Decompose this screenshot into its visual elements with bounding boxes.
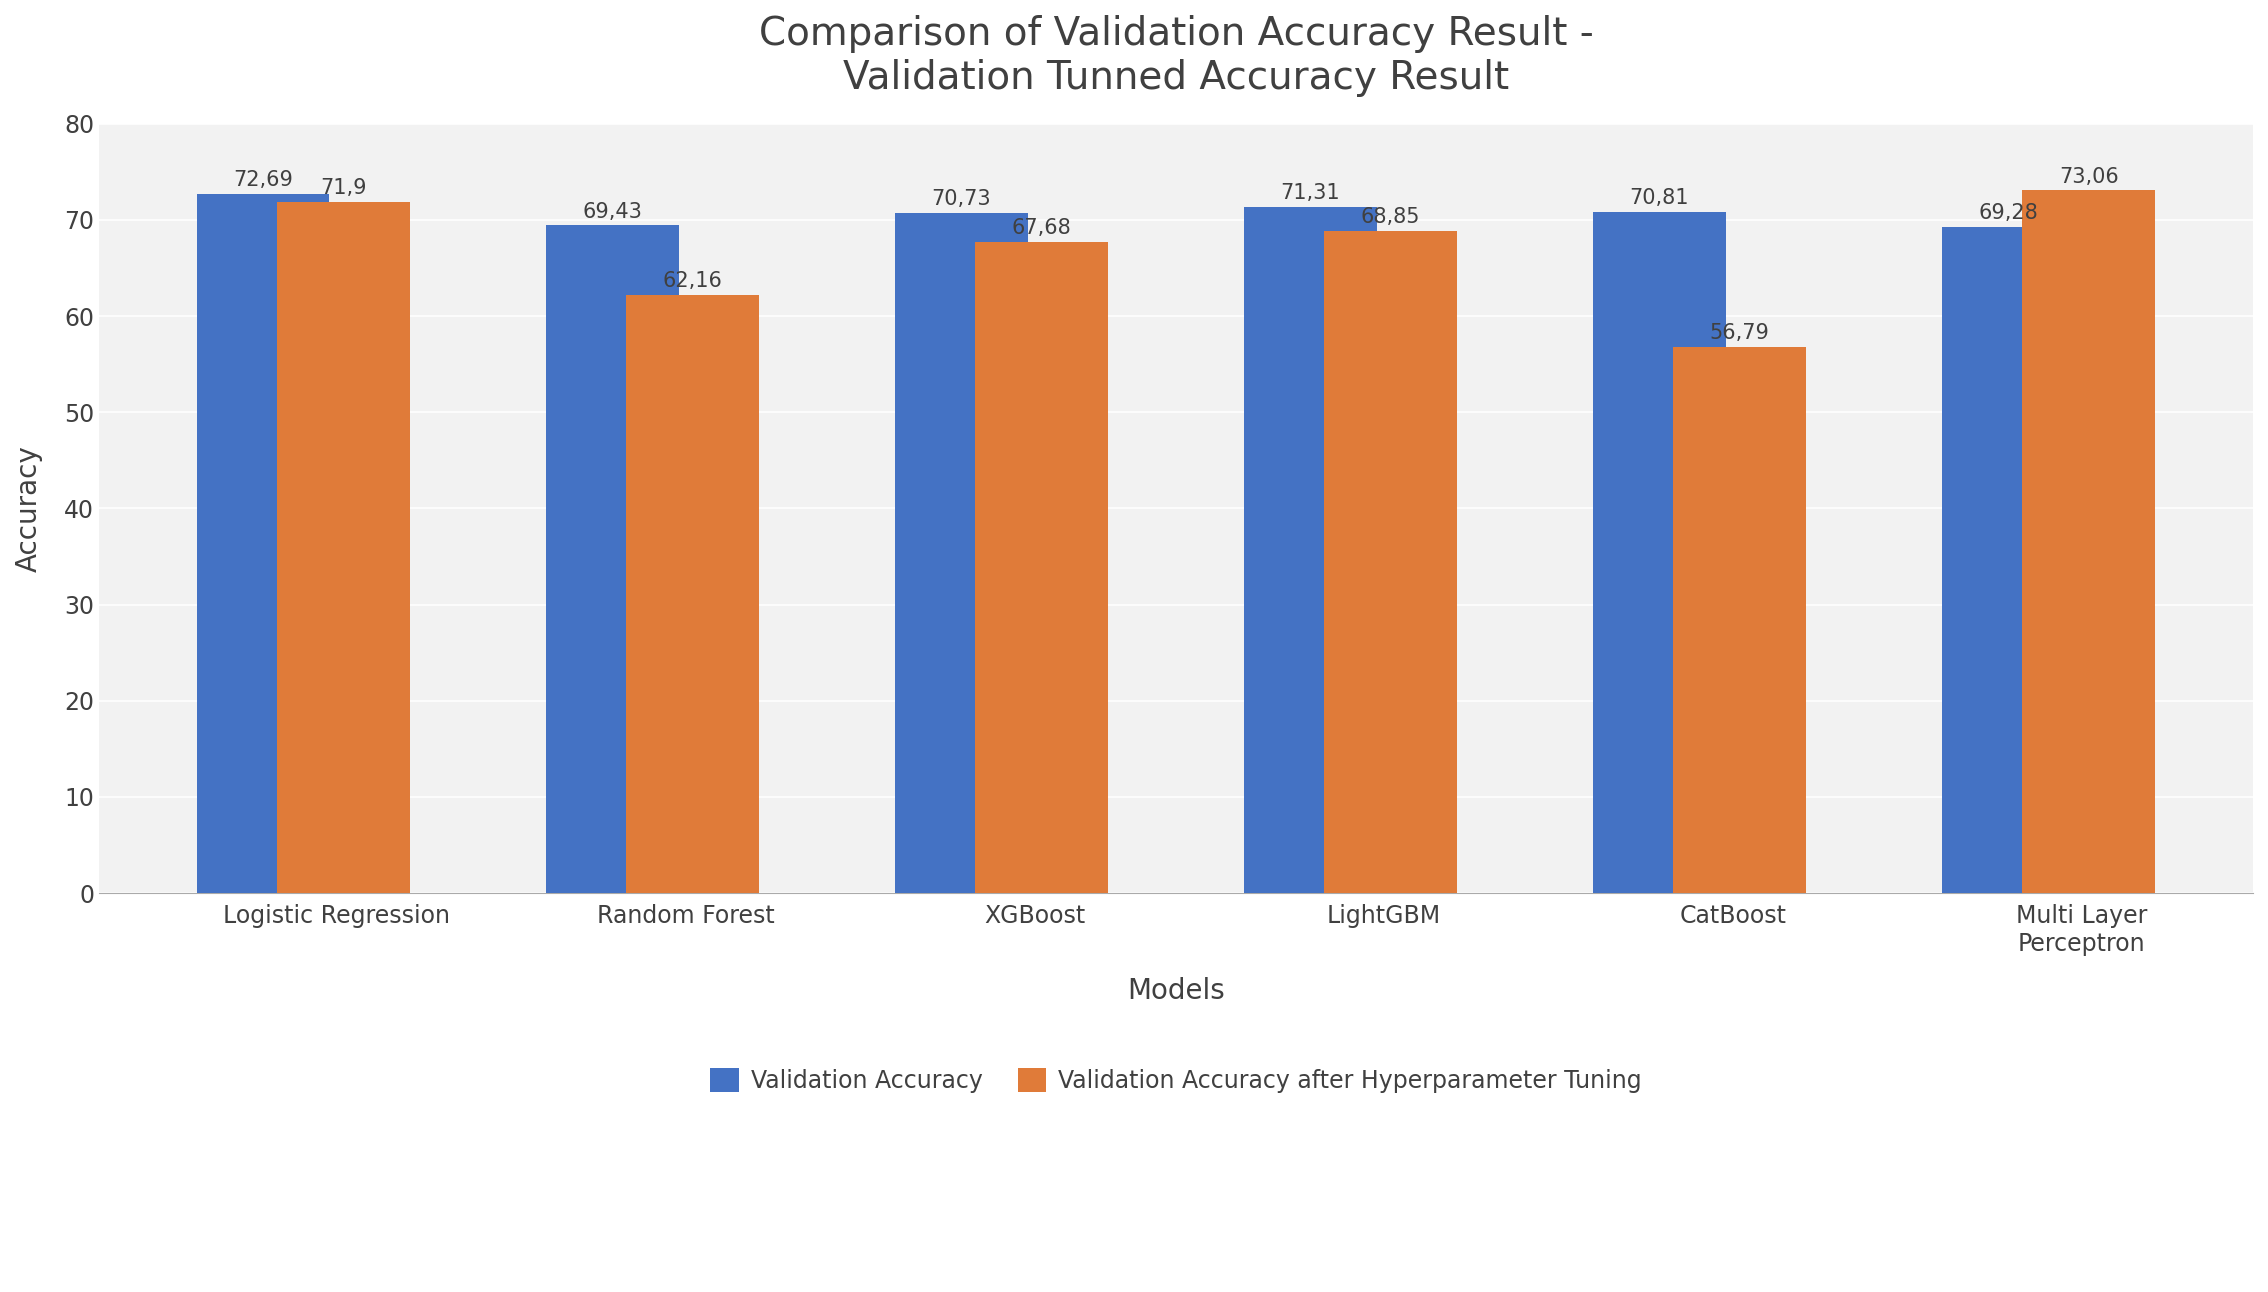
Legend: Validation Accuracy, Validation Accuracy after Hyperparameter Tuning: Validation Accuracy, Validation Accuracy… — [701, 1058, 1651, 1102]
Bar — [1245, 207, 1377, 893]
Bar — [626, 296, 760, 893]
Bar — [1941, 227, 2075, 893]
Bar — [896, 213, 1027, 893]
Text: 73,06: 73,06 — [2059, 167, 2118, 186]
Text: 68,85: 68,85 — [1361, 207, 1420, 227]
Bar — [547, 225, 678, 893]
X-axis label: Models: Models — [1127, 977, 1225, 1005]
Text: 70,81: 70,81 — [1631, 189, 1690, 208]
Bar — [2023, 190, 2155, 893]
Text: 69,28: 69,28 — [1978, 203, 2039, 224]
Y-axis label: Accuracy: Accuracy — [16, 444, 43, 572]
Text: 62,16: 62,16 — [662, 271, 723, 292]
Text: 56,79: 56,79 — [1710, 323, 1769, 344]
Text: 70,73: 70,73 — [932, 189, 991, 209]
Bar — [975, 242, 1107, 893]
Bar — [1592, 212, 1726, 893]
Title: Comparison of Validation Accuracy Result -
Validation Tunned Accuracy Result: Comparison of Validation Accuracy Result… — [758, 16, 1594, 97]
Text: 69,43: 69,43 — [583, 202, 642, 221]
Text: 71,31: 71,31 — [1281, 183, 1340, 203]
Text: 71,9: 71,9 — [320, 178, 367, 198]
Bar — [1674, 348, 1805, 893]
Text: 72,69: 72,69 — [234, 171, 293, 190]
Text: 67,68: 67,68 — [1012, 218, 1070, 238]
Bar — [197, 194, 329, 893]
Bar — [277, 202, 411, 893]
Bar — [1325, 231, 1456, 893]
